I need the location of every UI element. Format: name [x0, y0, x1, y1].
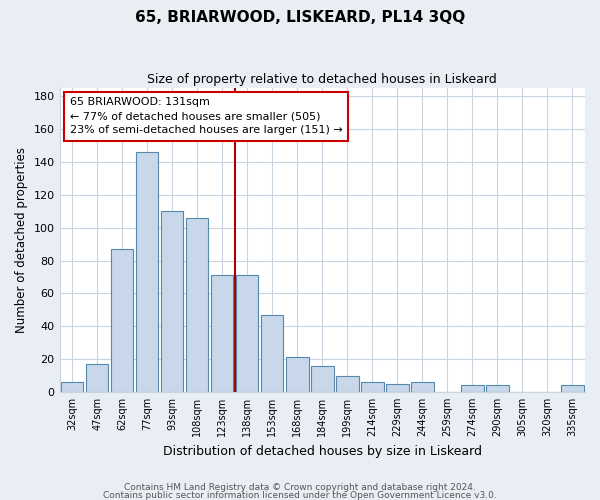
- Bar: [161, 211, 184, 392]
- Bar: [336, 376, 359, 392]
- Bar: [311, 366, 334, 392]
- Bar: [561, 386, 584, 392]
- Bar: [361, 382, 383, 392]
- Text: 65, BRIARWOOD, LISKEARD, PL14 3QQ: 65, BRIARWOOD, LISKEARD, PL14 3QQ: [135, 10, 465, 25]
- Bar: [61, 382, 83, 392]
- Bar: [236, 276, 259, 392]
- Bar: [286, 358, 308, 392]
- Text: Contains HM Land Registry data © Crown copyright and database right 2024.: Contains HM Land Registry data © Crown c…: [124, 484, 476, 492]
- Bar: [411, 382, 434, 392]
- Bar: [386, 384, 409, 392]
- Bar: [461, 386, 484, 392]
- Bar: [136, 152, 158, 392]
- Y-axis label: Number of detached properties: Number of detached properties: [15, 147, 28, 333]
- Bar: [211, 276, 233, 392]
- Bar: [186, 218, 208, 392]
- Text: Contains public sector information licensed under the Open Government Licence v3: Contains public sector information licen…: [103, 490, 497, 500]
- X-axis label: Distribution of detached houses by size in Liskeard: Distribution of detached houses by size …: [163, 444, 482, 458]
- Bar: [86, 364, 109, 392]
- Text: 65 BRIARWOOD: 131sqm
← 77% of detached houses are smaller (505)
23% of semi-deta: 65 BRIARWOOD: 131sqm ← 77% of detached h…: [70, 97, 343, 135]
- Bar: [111, 249, 133, 392]
- Title: Size of property relative to detached houses in Liskeard: Size of property relative to detached ho…: [148, 72, 497, 86]
- Bar: [486, 386, 509, 392]
- Bar: [261, 314, 283, 392]
